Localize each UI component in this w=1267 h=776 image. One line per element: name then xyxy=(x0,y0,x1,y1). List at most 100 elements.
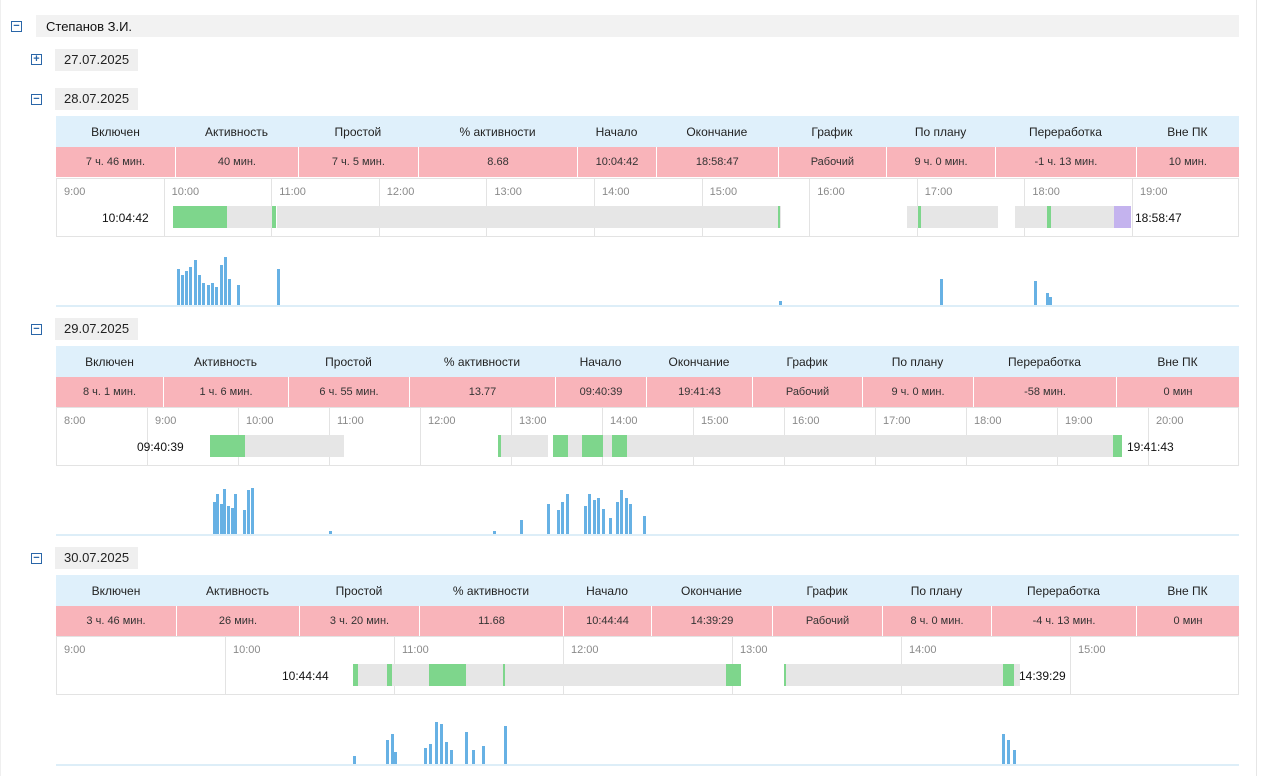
histogram-baseline xyxy=(56,305,1239,307)
histogram-bar xyxy=(210,283,214,305)
histogram-bar xyxy=(394,752,397,764)
histogram-bar xyxy=(471,750,475,764)
timeline-segment-active[interactable] xyxy=(352,664,358,686)
histogram-bar xyxy=(588,494,592,534)
stats-value-cell: 26 мин. xyxy=(176,606,299,636)
day-date[interactable]: 28.07.2025 xyxy=(55,88,139,110)
timeline-segment-idle[interactable] xyxy=(783,664,1021,686)
collapse-day-icon[interactable]: − xyxy=(31,324,42,335)
stats-value-cell: 09:40:39 xyxy=(555,377,646,407)
histogram-bar xyxy=(215,287,219,305)
histogram-bar xyxy=(434,722,438,764)
histogram-bar xyxy=(583,506,587,534)
histogram-bar xyxy=(247,490,251,534)
timeline-segment-active[interactable] xyxy=(612,435,627,457)
histogram-bar xyxy=(449,750,453,764)
stats-header-cell: Окончание xyxy=(668,354,730,369)
timeline-hour-label: 18:00 xyxy=(974,415,1002,427)
timeline-hour-label: 19:00 xyxy=(1140,186,1168,198)
timeline-segment-idle[interactable] xyxy=(568,435,583,457)
stats-header-cell: Окончание xyxy=(681,583,742,598)
histogram-bar xyxy=(180,275,184,305)
stats-header-cell: Переработка xyxy=(1008,354,1081,369)
timeline-segment-idle[interactable] xyxy=(498,435,549,457)
histogram-bar xyxy=(385,740,389,764)
histogram-bar xyxy=(329,531,332,534)
collapse-day-icon[interactable]: − xyxy=(31,553,42,564)
timeline-segment-active[interactable] xyxy=(498,435,502,457)
day-stats-values: 7 ч. 46 мин. 40 мин. 7 ч. 5 мин. 8.68 10:04:… xyxy=(56,147,1239,177)
day-timeline: 8:00 9:00 10:00 11:00 12:00 13:00 14:00 15:00 16… xyxy=(56,407,1239,466)
stats-value-cell: 18:58:47 xyxy=(655,147,778,177)
timeline-segment-active[interactable] xyxy=(503,664,506,686)
timeline-segment-idle[interactable] xyxy=(352,664,742,686)
timeline-hour-divider xyxy=(163,179,165,237)
timeline-segment-active[interactable] xyxy=(1046,206,1052,228)
timeline-segment-active[interactable] xyxy=(272,206,277,228)
histogram-bar xyxy=(243,510,247,534)
histogram-bar xyxy=(176,269,180,305)
timeline-end-time: 18:58:47 xyxy=(1135,211,1182,225)
timeline-segment-active[interactable] xyxy=(726,664,742,686)
stats-value-cell: Рабочий xyxy=(777,147,886,177)
timeline-segment-active[interactable] xyxy=(209,435,238,457)
histogram-bar xyxy=(250,488,254,534)
stats-value-cell: Рабочий xyxy=(752,377,862,407)
collapse-day-icon[interactable]: − xyxy=(31,94,42,105)
timeline-hour-label: 11:00 xyxy=(279,186,306,198)
stats-value-cell: 7 ч. 5 мин. xyxy=(297,147,418,177)
timeline-segment-active[interactable] xyxy=(552,435,569,457)
timeline-segment-idle[interactable] xyxy=(603,435,613,457)
stats-header-cell: Простой xyxy=(335,583,383,598)
stats-header-cell: Переработка xyxy=(1028,124,1102,139)
histogram-bar xyxy=(230,508,234,534)
stats-value-cell: 10:04:42 xyxy=(577,147,656,177)
timeline-segment-idle[interactable] xyxy=(626,435,1113,457)
histogram-bar xyxy=(609,518,613,534)
timeline-segment-active[interactable] xyxy=(1003,664,1014,686)
collapse-person-icon[interactable]: − xyxy=(11,21,22,32)
timeline-segment-idle[interactable] xyxy=(1014,206,1114,228)
histogram-bar xyxy=(202,283,206,305)
timeline-segment-active[interactable] xyxy=(428,664,466,686)
person-row[interactable]: Степанов З.И. xyxy=(36,15,1239,37)
stats-header-cell: Вне ПК xyxy=(1167,124,1208,139)
expand-day-icon[interactable]: + xyxy=(31,54,42,65)
stats-value-cell: 0 мин xyxy=(1136,606,1239,636)
timeline-segment-over[interactable] xyxy=(1113,206,1131,228)
timeline-segment-active[interactable] xyxy=(917,206,922,228)
timeline-segment-active[interactable] xyxy=(173,206,227,228)
timeline-hour-divider xyxy=(147,408,148,466)
timeline-hour-divider xyxy=(420,408,421,466)
stats-header-cell: По плану xyxy=(914,124,967,139)
timeline-segment-active[interactable] xyxy=(1112,435,1122,457)
histogram-bar xyxy=(236,285,240,305)
stats-header-cell: График xyxy=(806,583,848,598)
histogram-bar xyxy=(1012,750,1016,764)
timeline-segment-idle[interactable] xyxy=(276,206,782,228)
timeline-hour-label: 9:00 xyxy=(64,186,86,198)
stats-value-cell: 3 ч. 20 мин. xyxy=(299,606,419,636)
timeline-segment-active[interactable] xyxy=(386,664,392,686)
timeline-segment-idle[interactable] xyxy=(907,206,999,228)
stats-header-cell: Включен xyxy=(91,124,140,139)
stats-header-cell: Начало xyxy=(586,583,628,598)
stats-header-cell: % активности xyxy=(443,354,521,369)
timeline-end-time: 19:41:43 xyxy=(1127,440,1174,454)
timeline-segment-active[interactable] xyxy=(237,435,246,457)
day-stats-header: Включен Активность Простой % активности Нача… xyxy=(56,346,1239,377)
timeline-segment-idle[interactable] xyxy=(245,435,344,457)
timeline-start-time: 10:04:42 xyxy=(102,211,149,225)
histogram-bar xyxy=(642,516,646,534)
person-name: Степанов З.И. xyxy=(46,19,133,34)
day-date-collapsed[interactable]: 27.07.2025 xyxy=(55,49,139,71)
timeline-hour-label: 13:00 xyxy=(519,415,547,427)
timeline-segment-active[interactable] xyxy=(777,206,781,228)
timeline-segment-active[interactable] xyxy=(783,664,786,686)
timeline-hour-label: 12:00 xyxy=(428,415,456,427)
day-date[interactable]: 29.07.2025 xyxy=(55,318,139,340)
timeline-segment-active[interactable] xyxy=(582,435,603,457)
stats-value-cell: 10:44:44 xyxy=(563,606,651,636)
timeline-segment-idle[interactable] xyxy=(227,206,273,228)
day-date[interactable]: 30.07.2025 xyxy=(55,547,139,569)
